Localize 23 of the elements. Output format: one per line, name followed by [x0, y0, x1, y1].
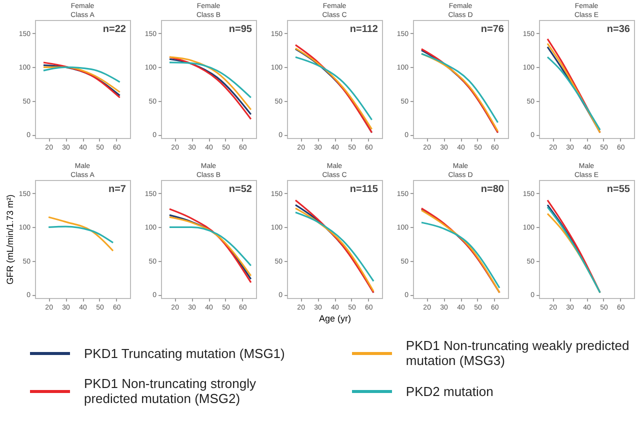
legend-label: PKD1 Truncating mutation (MSG1) [84, 346, 285, 360]
annotation: n=95 [228, 24, 252, 35]
annotation: n=80 [480, 184, 504, 195]
legend-label: PKD1 Non-truncating strongly predicted mutation (MSG2) [84, 376, 257, 406]
annotation: n=7 [108, 184, 126, 195]
line-series [48, 226, 114, 244]
legend-label: PKD1 Non-truncating weakly predicted mutation (MSG3) [406, 338, 630, 368]
x-axis-title: Age (yr) [318, 314, 352, 324]
line-series [294, 56, 373, 121]
annotation: n=112 [350, 24, 378, 35]
line-series [48, 216, 114, 252]
y-axis-title: GFR (mL/min/1.73 m²) [4, 194, 15, 285]
annotation: n=55 [606, 184, 630, 195]
annotation: n=22 [102, 24, 126, 35]
annotation: n=115 [350, 184, 378, 195]
annotation: n=52 [228, 184, 252, 195]
line-series [168, 62, 252, 98]
annotation: n=36 [606, 24, 630, 35]
line-series [294, 212, 374, 282]
annotation: n=76 [480, 24, 504, 35]
line-series [420, 222, 500, 289]
line-series [42, 66, 121, 83]
legend-label: PKD2 mutation [406, 384, 494, 398]
